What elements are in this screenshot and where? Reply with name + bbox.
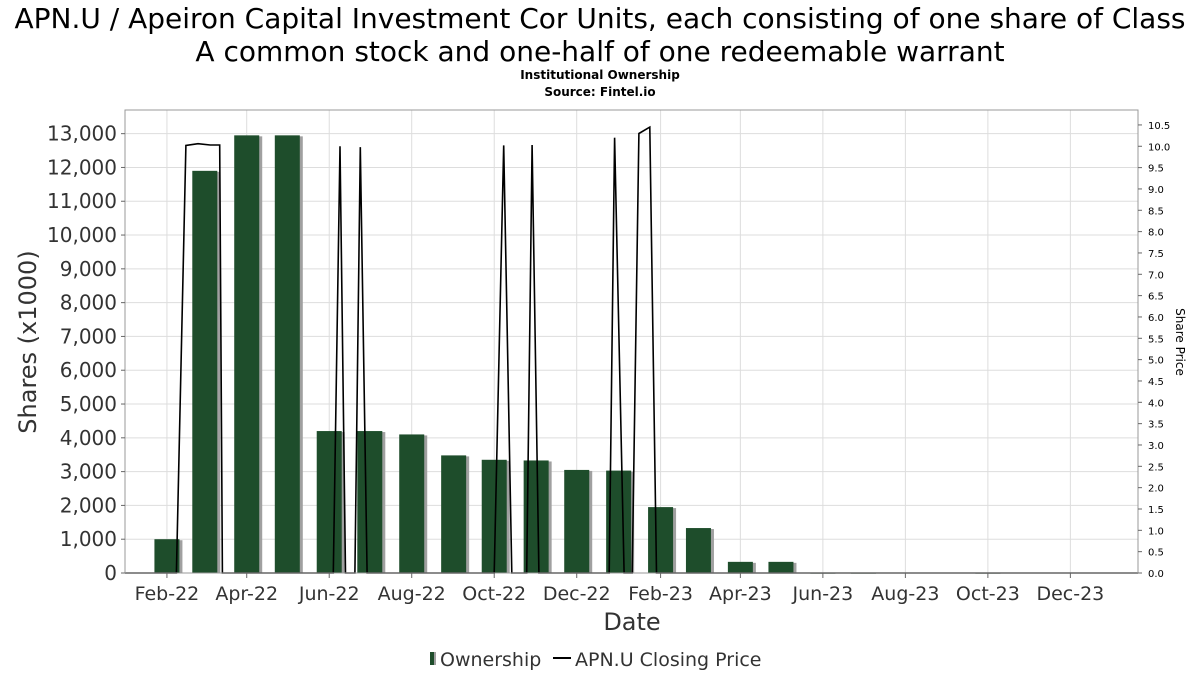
y-tick-label: 12,000 — [47, 155, 117, 179]
y-right-tick-label: 1.5 — [1148, 505, 1164, 516]
bar — [564, 469, 590, 573]
bar — [316, 431, 342, 573]
x-axis-title: Date — [603, 608, 660, 636]
y-right-tick-label: 1.0 — [1148, 526, 1164, 537]
y-right-tick-label: 7.5 — [1148, 249, 1164, 260]
y-tick-label: 2,000 — [60, 493, 117, 517]
x-tick-label: Apr-22 — [215, 583, 278, 605]
chart-title-line-1: APN.U / Apeiron Capital Investment Cor U… — [14, 2, 1186, 35]
y-right-tick-label: 2.0 — [1148, 484, 1164, 495]
y-right-tick-label: 10.5 — [1148, 121, 1170, 132]
x-tick-label: Aug-23 — [871, 583, 939, 605]
y-axis-right: 0.0 0.5 1.0 1.5 2.0 2.5 3.0 3.5 4.0 4.5 5.0 5.5 6.0 6… — [1138, 121, 1170, 580]
y-right-tick-label: 5.5 — [1148, 334, 1164, 345]
y-right-tick-label: 3.0 — [1148, 441, 1164, 452]
x-tick-label: Feb-22 — [135, 583, 200, 605]
y-right-tick-label: 6.0 — [1148, 313, 1164, 324]
legend-ownership-swatch-shadow — [434, 652, 436, 665]
bar — [648, 507, 674, 573]
x-tick-label: Oct-22 — [462, 583, 526, 605]
bar — [727, 561, 753, 573]
bar — [685, 528, 711, 573]
legend-price-label: APN.U Closing Price — [575, 649, 762, 671]
chart-source: Source: Fintel.io — [544, 85, 656, 99]
y-right-tick-label: 9.5 — [1148, 164, 1164, 175]
bar — [399, 434, 425, 573]
y-right-tick-label: 10.0 — [1148, 142, 1170, 153]
y-tick-label: 10,000 — [47, 223, 117, 247]
y-axis-right-title: Share Price — [1173, 308, 1187, 376]
y-right-tick-label: 8.0 — [1148, 228, 1164, 239]
y-tick-label: 6,000 — [60, 358, 117, 382]
y-right-tick-label: 4.5 — [1148, 377, 1164, 388]
x-tick-label: Oct-23 — [956, 583, 1020, 605]
x-tick-label: Feb-23 — [628, 583, 693, 605]
y-tick-label: 1,000 — [60, 527, 117, 551]
plot-frame — [124, 109, 1139, 574]
x-tick-label: Jun-23 — [792, 583, 854, 605]
y-right-tick-label: 6.5 — [1148, 292, 1164, 303]
x-tick-label: Jun-22 — [298, 583, 360, 605]
chart-subtitle: Institutional Ownership — [520, 68, 680, 82]
chart-title-line-2: A common stock and one-half of one redee… — [195, 35, 1005, 68]
x-tick-label: Dec-22 — [543, 583, 611, 605]
y-right-tick-label: 0.5 — [1148, 548, 1164, 559]
y-tick-label: 9,000 — [60, 257, 117, 281]
x-tick-label: Apr-23 — [709, 583, 772, 605]
x-tick-label: Dec-23 — [1036, 583, 1104, 605]
bar — [441, 455, 467, 573]
y-tick-label: 7,000 — [60, 324, 117, 348]
bar — [192, 170, 218, 573]
y-right-tick-label: 5.0 — [1148, 356, 1164, 367]
legend-ownership-label: Ownership — [440, 649, 541, 671]
y-right-tick-label: 2.5 — [1148, 462, 1164, 473]
y-tick-label: 0 — [104, 561, 117, 585]
bar — [154, 539, 180, 573]
y-tick-label: 8,000 — [60, 291, 117, 315]
y-axis-left: 0 1,000 2,000 3,000 4,000 5,000 6,000 7,000 8,00… — [47, 122, 125, 585]
y-tick-label: 3,000 — [60, 460, 117, 484]
y-right-tick-label: 3.5 — [1148, 420, 1164, 431]
bar — [357, 431, 383, 573]
y-right-tick-label: 9.0 — [1148, 185, 1164, 196]
legend: Ownership APN.U Closing Price — [430, 649, 762, 671]
ownership-bars — [154, 135, 1001, 574]
y-right-tick-label: 0.0 — [1148, 569, 1164, 580]
y-axis-title: Shares (x1000) — [14, 250, 42, 433]
y-tick-label: 5,000 — [60, 392, 117, 416]
y-right-tick-label: 7.0 — [1148, 270, 1164, 281]
bar — [274, 135, 300, 573]
y-tick-label: 4,000 — [60, 426, 117, 450]
y-right-tick-label: 4.0 — [1148, 398, 1164, 409]
y-right-tick-label: 8.5 — [1148, 206, 1164, 217]
bar — [234, 135, 260, 573]
bar — [768, 561, 794, 573]
y-tick-label: 11,000 — [47, 189, 117, 213]
legend-ownership-swatch — [430, 652, 434, 665]
y-tick-label: 13,000 — [47, 122, 117, 146]
x-tick-label: Aug-22 — [378, 583, 446, 605]
x-axis: Feb-22 Apr-22 Jun-22 Aug-22 Oct-22 Dec-22 Feb-… — [135, 573, 1104, 605]
